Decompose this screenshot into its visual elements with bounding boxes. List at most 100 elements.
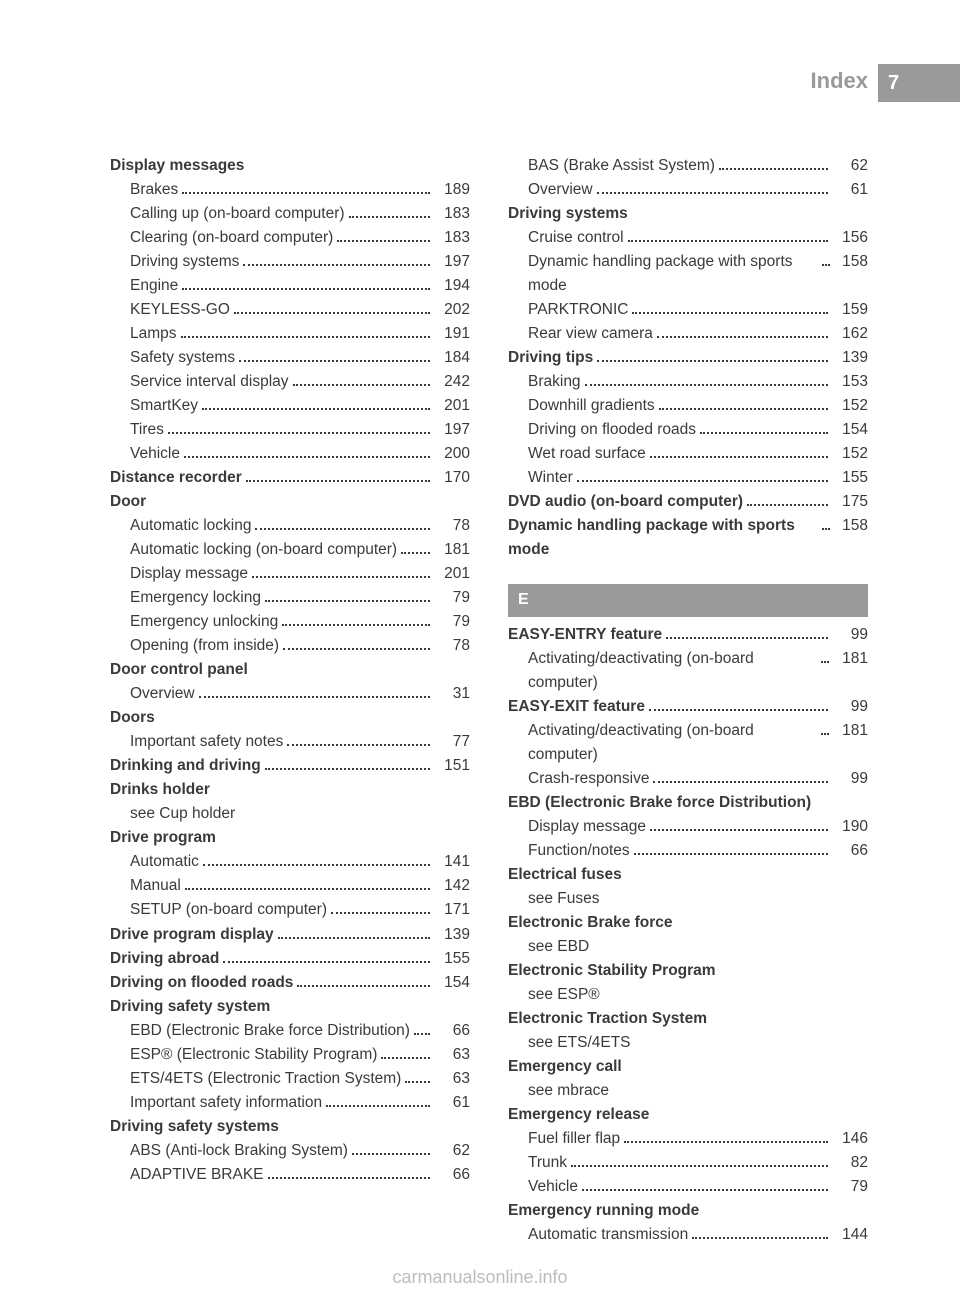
leader-dots — [182, 278, 430, 290]
index-entry-page: 158 — [834, 250, 868, 274]
index-entry-page: 181 — [833, 719, 868, 743]
index-entry: Emergency unlocking79 — [110, 610, 470, 634]
index-heading-label: Driving safety system — [110, 995, 270, 1019]
index-heading-label: Emergency release — [508, 1103, 649, 1127]
index-entry-page: 154 — [434, 971, 470, 995]
leader-dots — [203, 854, 430, 866]
index-entry: PARKTRONIC 159 — [508, 298, 868, 322]
leader-dots — [381, 1046, 430, 1058]
index-heading: Emergency call — [508, 1055, 868, 1079]
index-entry-page: 242 — [434, 370, 470, 394]
index-heading-label: Drive program — [110, 826, 216, 850]
index-entry-label: Dynamic handling package with sports mod… — [508, 514, 818, 562]
index-entry-label: Function/notes — [528, 839, 630, 863]
index-heading: Driving safety systems — [110, 1115, 470, 1139]
leader-dots — [692, 1227, 828, 1239]
index-entry: SETUP (on-board computer)171 — [110, 898, 470, 922]
index-entry-page: 183 — [434, 226, 470, 250]
leader-dots — [255, 518, 430, 530]
leader-dots — [650, 819, 828, 831]
index-heading: Electrical fuses — [508, 863, 868, 887]
index-entry: Crash-responsive99 — [508, 767, 868, 791]
index-heading: EBD (Electronic Brake force Distribution… — [508, 791, 868, 815]
index-heading: Driving systems — [508, 202, 868, 226]
leader-dots — [265, 590, 430, 602]
index-entry-label: Distance recorder — [110, 466, 242, 490]
leader-dots — [414, 1022, 430, 1034]
index-entry: Safety systems184 — [110, 346, 470, 370]
index-entry-label: Activating/deactivating (on-board comput… — [528, 647, 817, 695]
index-entry-page: 162 — [832, 322, 868, 346]
index-heading: Electronic Traction System — [508, 1007, 868, 1031]
index-entry-page: 156 — [832, 226, 868, 250]
index-entry-label: Lamps — [130, 322, 177, 346]
index-heading: Drinks holder — [110, 778, 470, 802]
index-entry-page: 190 — [832, 815, 868, 839]
index-entry-page: 78 — [434, 634, 470, 658]
leader-dots — [265, 758, 430, 770]
index-heading-label: Electronic Stability Program — [508, 959, 716, 983]
index-entry-page: 171 — [434, 898, 470, 922]
leader-dots — [282, 614, 430, 626]
index-entry: Driving on flooded roads154 — [110, 971, 470, 995]
index-entry-label: Braking — [528, 370, 581, 394]
index-entry-label: Overview — [528, 178, 593, 202]
index-entry-label: Driving systems — [130, 250, 239, 274]
index-entry-label: Important safety notes — [130, 730, 283, 754]
index-entry: Trunk82 — [508, 1151, 868, 1175]
index-entry: Opening (from inside) 78 — [110, 634, 470, 658]
index-entry-page: 155 — [832, 466, 868, 490]
index-entry: Drive program display139 — [110, 923, 470, 947]
leader-dots — [628, 230, 828, 242]
index-see-reference: see Cup holder — [110, 802, 470, 826]
page: Index 7 Display messagesBrakes189Calling… — [0, 0, 960, 1302]
index-column-left: Display messagesBrakes189Calling up (on-… — [110, 154, 470, 1247]
index-see-reference: see EBD — [508, 935, 868, 959]
index-entry: EASY-ENTRY feature99 — [508, 623, 868, 647]
index-entry-label: ETS/4ETS (Electronic Traction System) — [130, 1067, 401, 1091]
index-entry: DVD audio (on-board computer)175 — [508, 490, 868, 514]
index-entry-label: Opening (from inside) — [130, 634, 279, 658]
index-entry-label: PARKTRONIC — [528, 298, 628, 322]
leader-dots — [331, 902, 430, 914]
index-entry-page: 159 — [832, 298, 868, 322]
leader-dots — [719, 158, 828, 170]
index-entry-label: ABS (Anti-lock Braking System) — [130, 1139, 348, 1163]
index-entry-page: 175 — [832, 490, 868, 514]
leader-dots — [337, 230, 430, 242]
index-entry: Engine194 — [110, 274, 470, 298]
index-entry-label: Engine — [130, 274, 178, 298]
index-entry-page: 79 — [832, 1175, 868, 1199]
index-entry-label: Wet road surface — [528, 442, 646, 466]
leader-dots — [223, 950, 430, 962]
leader-dots — [199, 686, 430, 698]
index-heading: Door control panel — [110, 658, 470, 682]
index-heading-label: Doors — [110, 706, 155, 730]
index-entry-page: 66 — [434, 1019, 470, 1043]
leader-dots — [182, 182, 430, 194]
index-entry-label: Tires — [130, 418, 164, 442]
index-entry: Clearing (on-board computer) 183 — [110, 226, 470, 250]
index-entry-label: Automatic transmission — [528, 1223, 688, 1247]
index-entry-label: Rear view camera — [528, 322, 653, 346]
leader-dots — [597, 182, 828, 194]
index-entry-page: 77 — [434, 730, 470, 754]
index-heading-label: Electronic Traction System — [508, 1007, 707, 1031]
index-entry: Display message201 — [110, 562, 470, 586]
index-heading-label: EBD (Electronic Brake force Distribution… — [508, 791, 811, 815]
leader-dots — [202, 398, 430, 410]
index-entry-label: Brakes — [130, 178, 178, 202]
index-entry: Activating/deactivating (on-board comput… — [508, 647, 868, 695]
index-entry-page: 66 — [434, 1163, 470, 1187]
index-entry-label: Clearing (on-board computer) — [130, 226, 333, 250]
index-entry: Drinking and driving151 — [110, 754, 470, 778]
index-entry: Important safety information61 — [110, 1091, 470, 1115]
index-heading-label: Emergency call — [508, 1055, 622, 1079]
index-see-reference: see ETS/4ETS — [508, 1031, 868, 1055]
index-entry-page: 144 — [832, 1223, 868, 1247]
index-entry-page: 79 — [434, 586, 470, 610]
index-entry-label: Dynamic handling package with sports mod… — [528, 250, 818, 298]
leader-dots — [326, 1094, 430, 1106]
index-entry-label: Vehicle — [130, 442, 180, 466]
page-number-badge: 7 — [878, 64, 960, 102]
